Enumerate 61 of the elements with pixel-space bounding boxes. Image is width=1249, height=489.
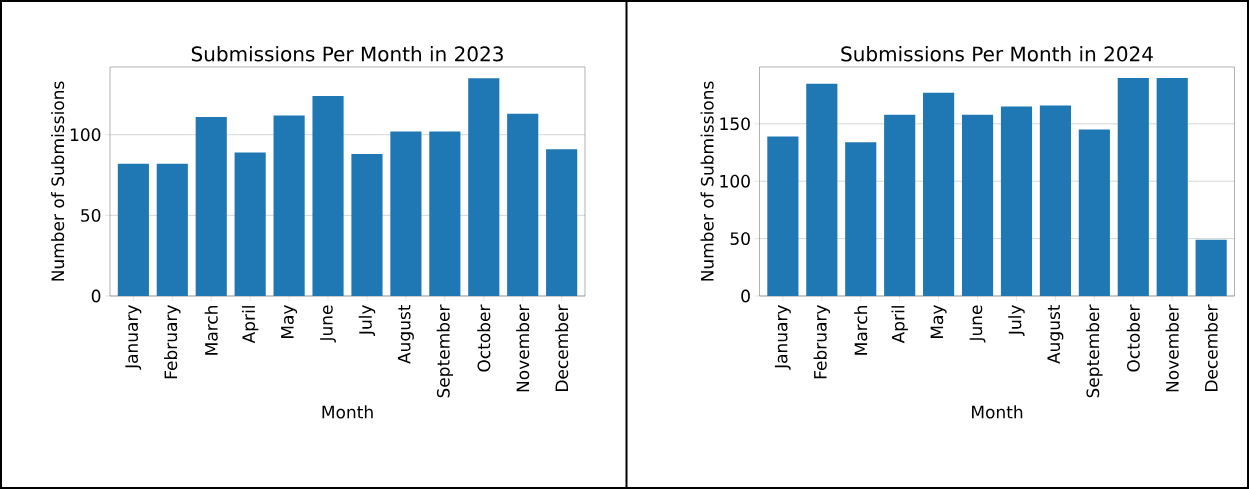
bar — [117, 163, 149, 296]
x-tick-label: June — [320, 305, 336, 343]
x-tick-label: April — [241, 306, 259, 344]
bar — [429, 131, 461, 296]
bar — [1039, 105, 1071, 296]
x-tick-label: August — [1047, 304, 1064, 364]
bar — [156, 163, 188, 296]
chart-title: Submissions Per Month in 2023 — [191, 46, 503, 62]
x-tick-label: December — [555, 304, 569, 391]
bar — [884, 114, 916, 296]
x-tick-label: November — [1165, 304, 1179, 392]
x-axis-title: Month — [322, 405, 373, 419]
bar — [273, 115, 305, 296]
x-tick-label: May — [930, 305, 947, 338]
bar — [1117, 77, 1149, 296]
x-axis-title: Month — [972, 405, 1023, 419]
bar — [507, 113, 539, 296]
bar — [923, 92, 955, 296]
x-tick-label: December — [1204, 304, 1218, 391]
y-axis-title: Number of Submissions — [51, 81, 65, 281]
x-tick-label: January — [125, 305, 142, 370]
bar — [767, 136, 799, 296]
y-tick-label: 100 — [720, 174, 750, 188]
x-tick-label: January — [774, 305, 791, 370]
y-tick-label: 50 — [730, 232, 750, 246]
bar — [1156, 77, 1188, 296]
y-tick-label: 150 — [720, 117, 750, 131]
x-tick-label: February — [164, 305, 181, 379]
x-tick-label: June — [969, 305, 986, 343]
x-tick-label: September — [1086, 304, 1103, 398]
x-tick-label: May — [281, 305, 298, 338]
bar — [234, 152, 266, 296]
bar — [312, 96, 344, 296]
x-tick-label: November — [516, 304, 530, 392]
y-tick-label: 0 — [741, 289, 750, 303]
y-tick-label: 0 — [91, 289, 101, 303]
x-tick-label: July — [358, 305, 376, 336]
x-tick-label: February — [813, 305, 831, 379]
x-tick-label: March — [204, 305, 218, 355]
x-tick-label: October — [1126, 304, 1140, 372]
y-axis-title: Number of Submissions — [700, 81, 714, 281]
y-tick-label: 100 — [70, 128, 101, 142]
bar — [195, 116, 227, 296]
bar — [468, 78, 500, 296]
x-tick-label: April — [891, 306, 908, 344]
bar — [1195, 239, 1227, 296]
x-tick-label: July — [1008, 305, 1025, 336]
bar — [390, 131, 422, 296]
bar — [1078, 129, 1110, 296]
chart-title: Submissions Per Month in 2024 — [841, 46, 1153, 62]
bar — [806, 83, 838, 296]
x-tick-label: March — [854, 305, 868, 355]
bar — [351, 154, 383, 296]
bar — [1000, 106, 1033, 296]
x-tick-label: August — [397, 304, 414, 364]
bar — [961, 114, 994, 296]
x-tick-label: September — [436, 304, 454, 398]
bar — [546, 149, 578, 296]
bar — [845, 142, 877, 296]
x-tick-label: October — [477, 304, 491, 372]
y-tick-label: 50 — [81, 208, 101, 222]
